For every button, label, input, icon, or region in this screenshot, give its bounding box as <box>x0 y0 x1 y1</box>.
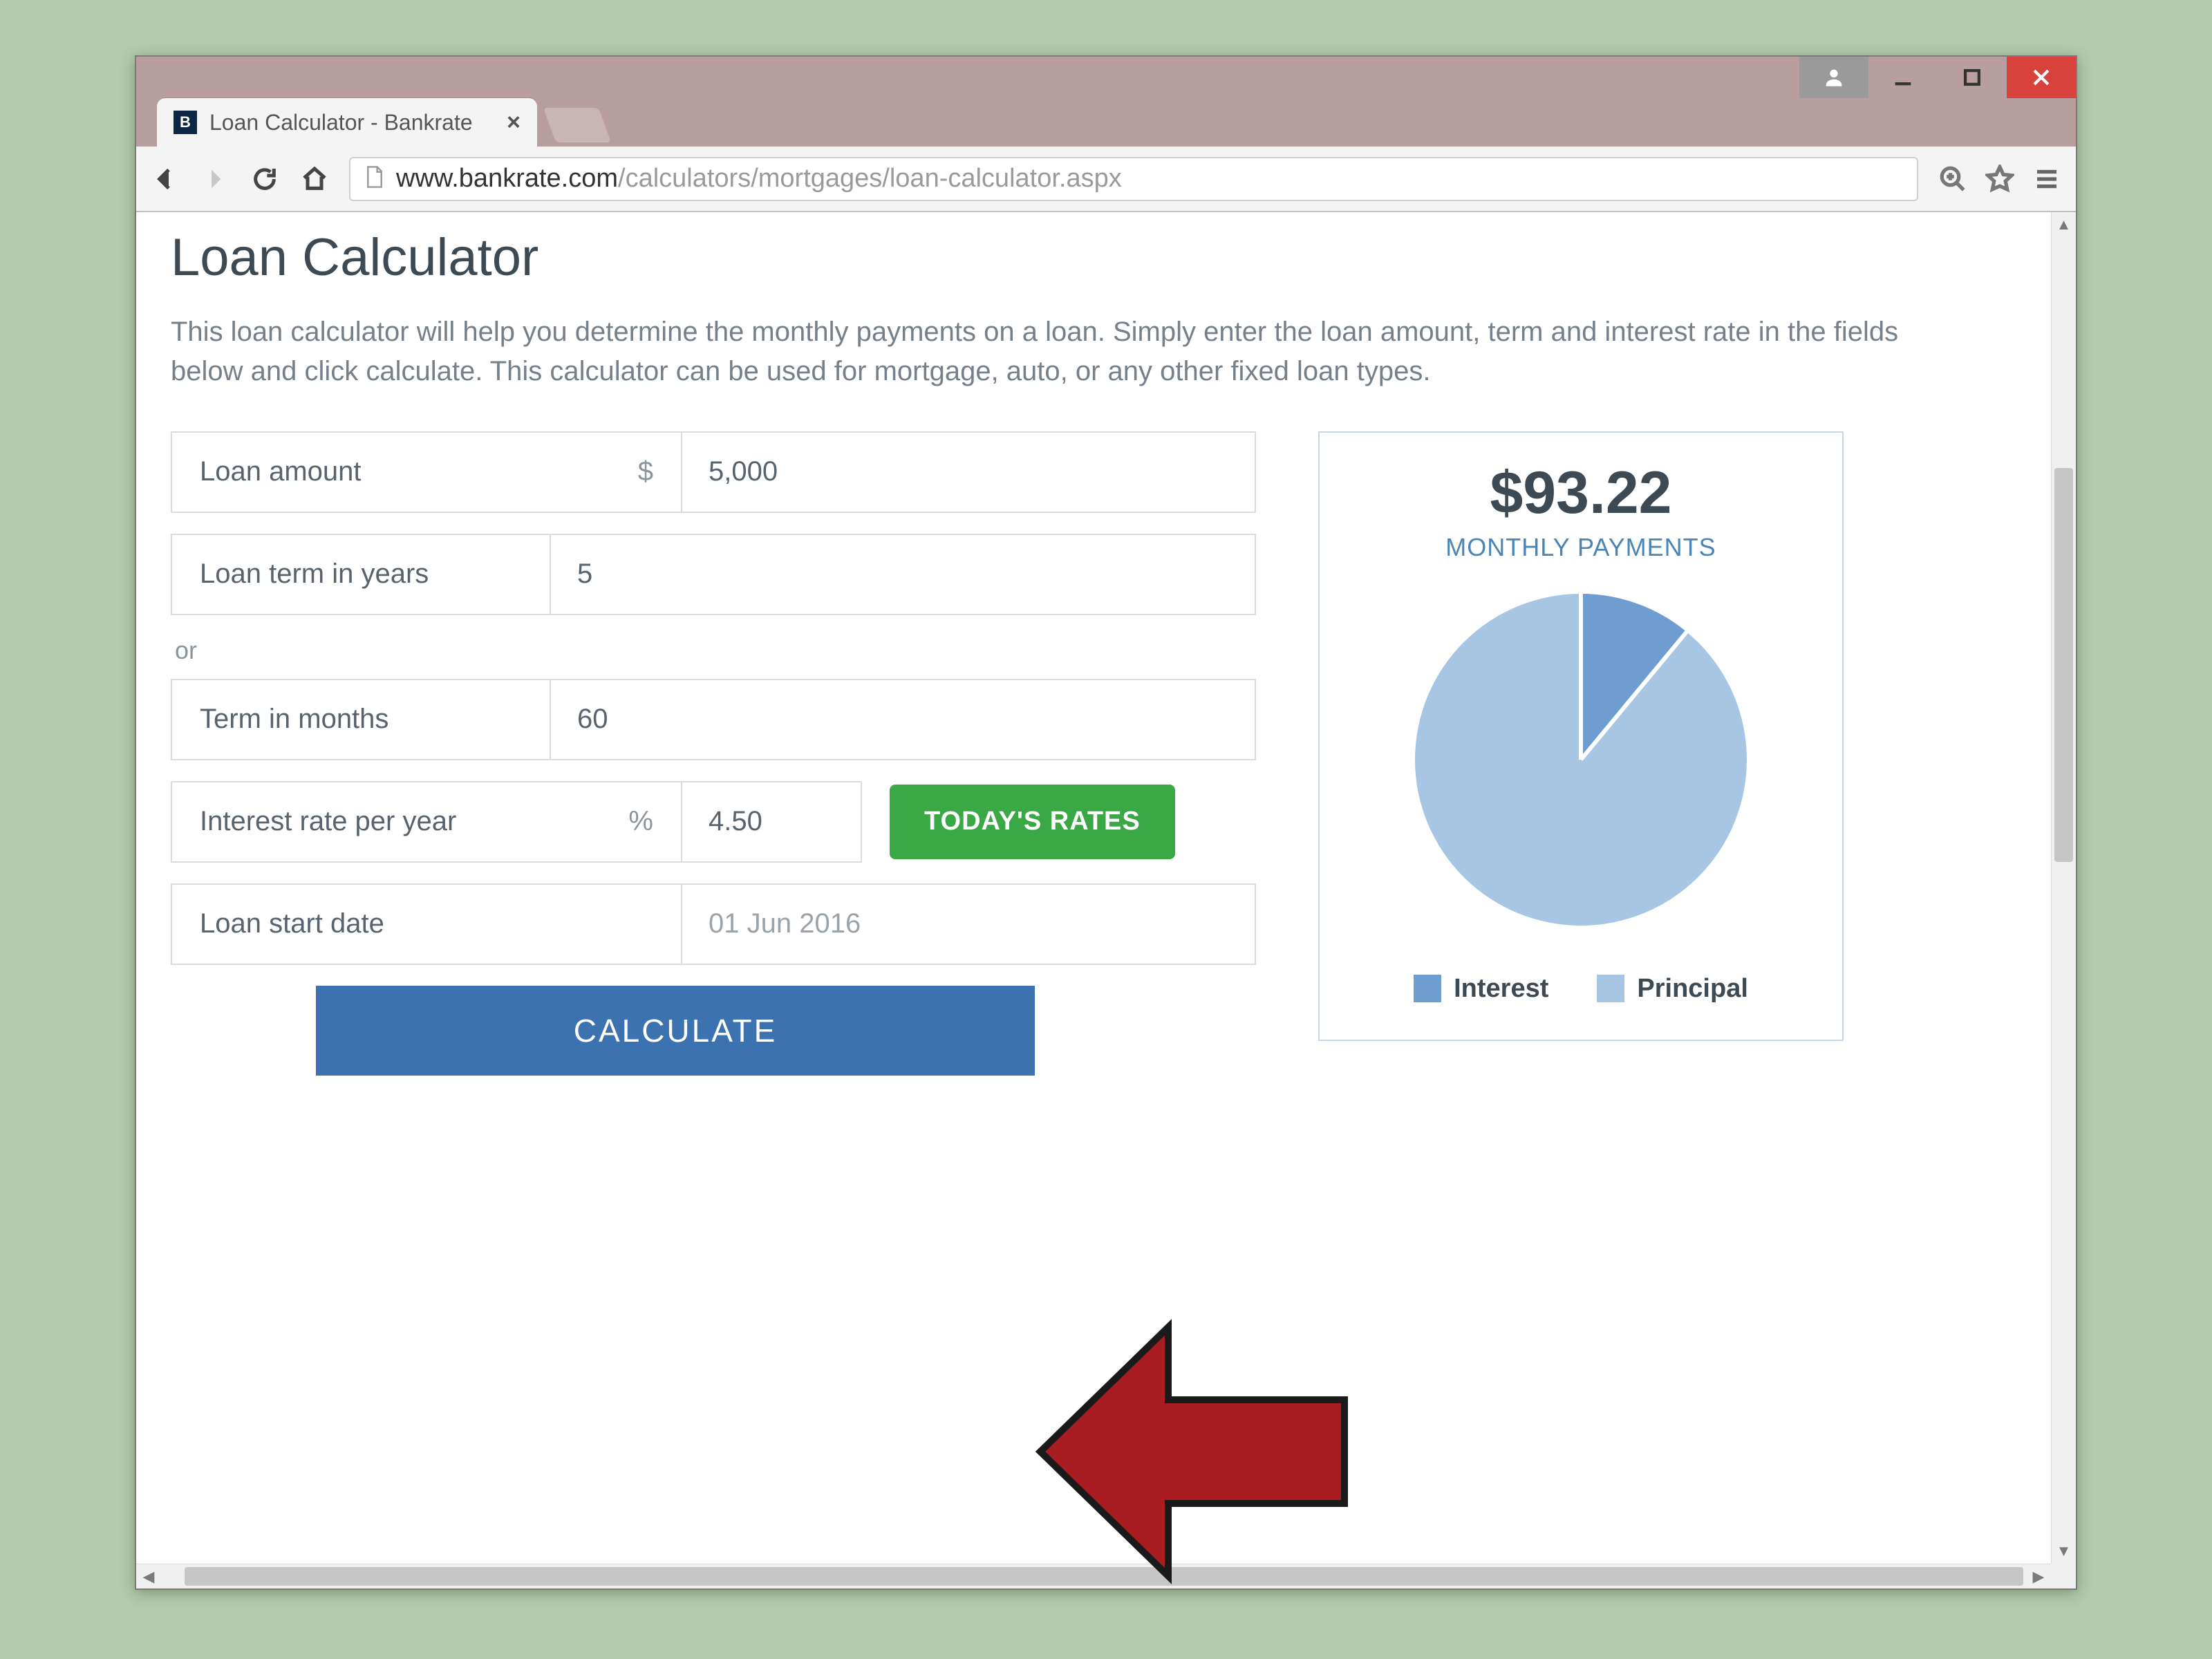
todays-rates-button[interactable]: TODAY'S RATES <box>890 785 1175 859</box>
pie-chart <box>1415 594 1747 926</box>
start-date-label: Loan start date <box>171 883 682 965</box>
menu-icon[interactable] <box>2032 164 2062 194</box>
horizontal-scrollbar[interactable]: ◀ ▶ <box>136 1564 2051 1588</box>
loan-amount-label: Loan amount $ <box>171 431 682 513</box>
address-bar[interactable]: www.bankrate.com/calculators/mortgages/l… <box>349 157 1918 201</box>
term-months-label: Term in months <box>171 679 551 760</box>
back-button[interactable] <box>150 164 180 194</box>
interest-rate-label: Interest rate per year % <box>171 781 682 863</box>
calculate-button[interactable]: CALCULATE <box>316 986 1035 1076</box>
legend-principal-swatch <box>1597 975 1624 1002</box>
page-title: Loan Calculator <box>171 227 2016 288</box>
browser-tab[interactable]: B Loan Calculator - Bankrate × <box>157 98 537 147</box>
scrollbar-corner <box>2051 1564 2076 1588</box>
tab-close-icon[interactable]: × <box>507 109 521 136</box>
loan-term-years-input[interactable] <box>577 559 1228 590</box>
loan-form: Loan amount $ Loan term in years <box>171 431 1256 1076</box>
intro-text: This loan calculator will help you deter… <box>171 312 1968 391</box>
result-card: $93.22 MONTHLY PAYMENTS Interest <box>1318 431 1844 1041</box>
loan-term-years-field[interactable] <box>551 534 1256 615</box>
monthly-payment-amount: $93.22 <box>1347 459 1815 527</box>
legend-interest-swatch <box>1414 975 1441 1002</box>
or-text: or <box>175 636 1256 665</box>
new-tab-button[interactable] <box>543 108 611 142</box>
url-path: /calculators/mortgages/loan-calculator.a… <box>618 164 1122 193</box>
favicon-icon: B <box>174 111 197 134</box>
horizontal-scroll-thumb[interactable] <box>185 1567 2023 1586</box>
scroll-down-icon[interactable]: ▼ <box>2052 1539 2076 1564</box>
interest-rate-input[interactable] <box>709 806 834 837</box>
maximize-button[interactable] <box>1938 57 2007 98</box>
loan-term-years-label: Loan term in years <box>171 534 551 615</box>
window-close-button[interactable] <box>2007 57 2076 98</box>
vertical-scroll-thumb[interactable] <box>2054 468 2073 862</box>
vertical-scrollbar[interactable]: ▲ ▼ <box>2051 212 2076 1564</box>
browser-window: B Loan Calculator - Bankrate × www.bankr… <box>135 55 2077 1590</box>
tab-title: Loan Calculator - Bankrate <box>209 110 473 135</box>
content-area: Loan Calculator This loan calculator wil… <box>136 212 2076 1588</box>
loan-amount-field[interactable] <box>682 431 1256 513</box>
tab-strip: B Loan Calculator - Bankrate × <box>136 98 2076 147</box>
user-icon[interactable] <box>1799 57 1868 98</box>
browser-toolbar: www.bankrate.com/calculators/mortgages/l… <box>136 147 2076 212</box>
term-months-input[interactable] <box>577 704 1228 735</box>
scroll-left-icon[interactable]: ◀ <box>136 1564 161 1588</box>
window-titlebar <box>136 57 2076 98</box>
minimize-button[interactable] <box>1868 57 1938 98</box>
home-button[interactable] <box>299 164 330 194</box>
page-icon <box>364 165 385 192</box>
star-icon[interactable] <box>1985 164 2015 194</box>
reload-button[interactable] <box>250 164 280 194</box>
pie-legend: Interest Principal <box>1347 974 1815 1004</box>
start-date-field[interactable]: 01 Jun 2016 <box>682 883 1256 965</box>
legend-principal: Principal <box>1597 974 1748 1004</box>
zoom-icon[interactable] <box>1938 164 1968 194</box>
page-content: Loan Calculator This loan calculator wil… <box>136 212 2051 1076</box>
term-months-field[interactable] <box>551 679 1256 760</box>
url-host: www.bankrate.com <box>396 164 618 193</box>
legend-interest: Interest <box>1414 974 1548 1004</box>
url-text: www.bankrate.com/calculators/mortgages/l… <box>396 164 1122 194</box>
scroll-up-icon[interactable]: ▲ <box>2052 212 2076 237</box>
scroll-right-icon[interactable]: ▶ <box>2026 1564 2051 1588</box>
forward-button[interactable] <box>200 164 230 194</box>
loan-amount-input[interactable] <box>709 456 1228 487</box>
monthly-payment-subtitle: MONTHLY PAYMENTS <box>1347 533 1815 562</box>
interest-rate-field[interactable] <box>682 781 862 863</box>
